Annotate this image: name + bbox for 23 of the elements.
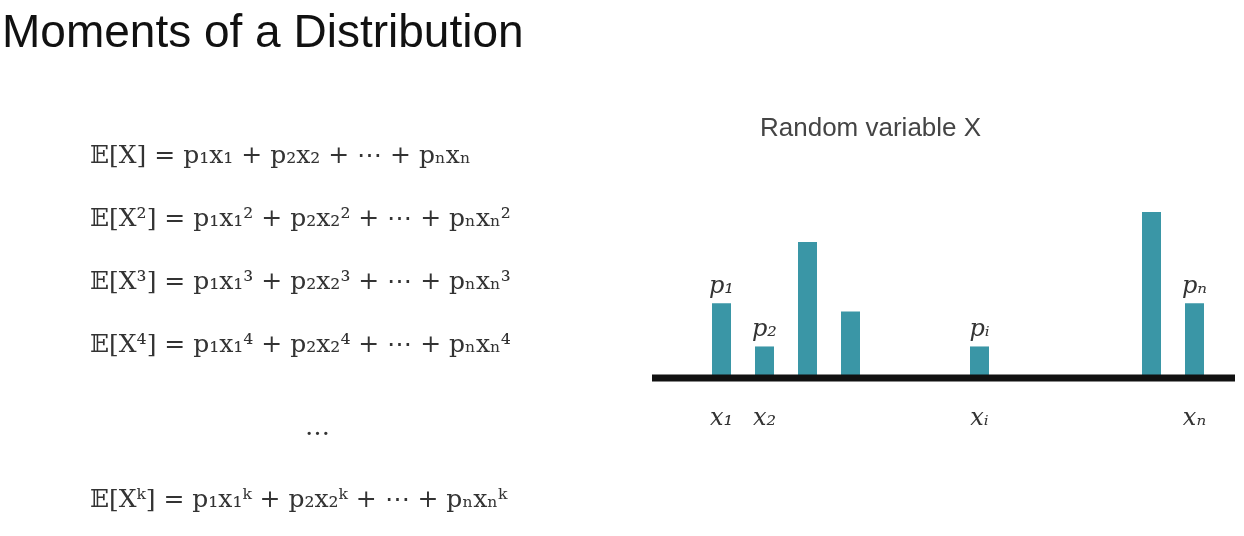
text: 𝔼[X³] = p₁x₁³ + p₂x₂³ + ⋯ + pₙxₙ³ (90, 266, 511, 295)
x-tick-label: xₙ (1182, 403, 1207, 432)
chart-subtitle: Random variable X (760, 112, 982, 143)
bar (712, 303, 731, 378)
bar (841, 311, 860, 378)
bar (1185, 303, 1204, 378)
annotation: pᵢ (969, 314, 990, 343)
x-tick-label: xᵢ (970, 403, 989, 432)
text: Moments of a Distribution (2, 4, 524, 58)
x-tick-label: x₂ (752, 403, 777, 432)
bar (755, 346, 774, 378)
text: … (305, 412, 330, 441)
annotation: pₙ (1181, 271, 1208, 300)
annotation: p₂ (752, 314, 777, 343)
bar (798, 241, 817, 378)
bar (1142, 212, 1161, 378)
bar (970, 346, 989, 378)
text: 𝔼[X] = p₁x₁ + p₂x₂ + ⋯ + pₙxₙ (90, 140, 471, 169)
text: 𝔼[X²] = p₁x₁² + p₂x₂² + ⋯ + pₙxₙ² (90, 203, 511, 232)
text: 𝔼[Xᵏ] = p₁x₁ᵏ + p₂x₂ᵏ + ⋯ + pₙxₙᵏ (90, 484, 508, 513)
text: 𝔼[X⁴] = p₁x₁⁴ + p₂x₂⁴ + ⋯ + pₙxₙ⁴ (90, 329, 511, 358)
annotation: p₁ (709, 271, 734, 300)
x-tick-label: x₁ (709, 403, 734, 432)
